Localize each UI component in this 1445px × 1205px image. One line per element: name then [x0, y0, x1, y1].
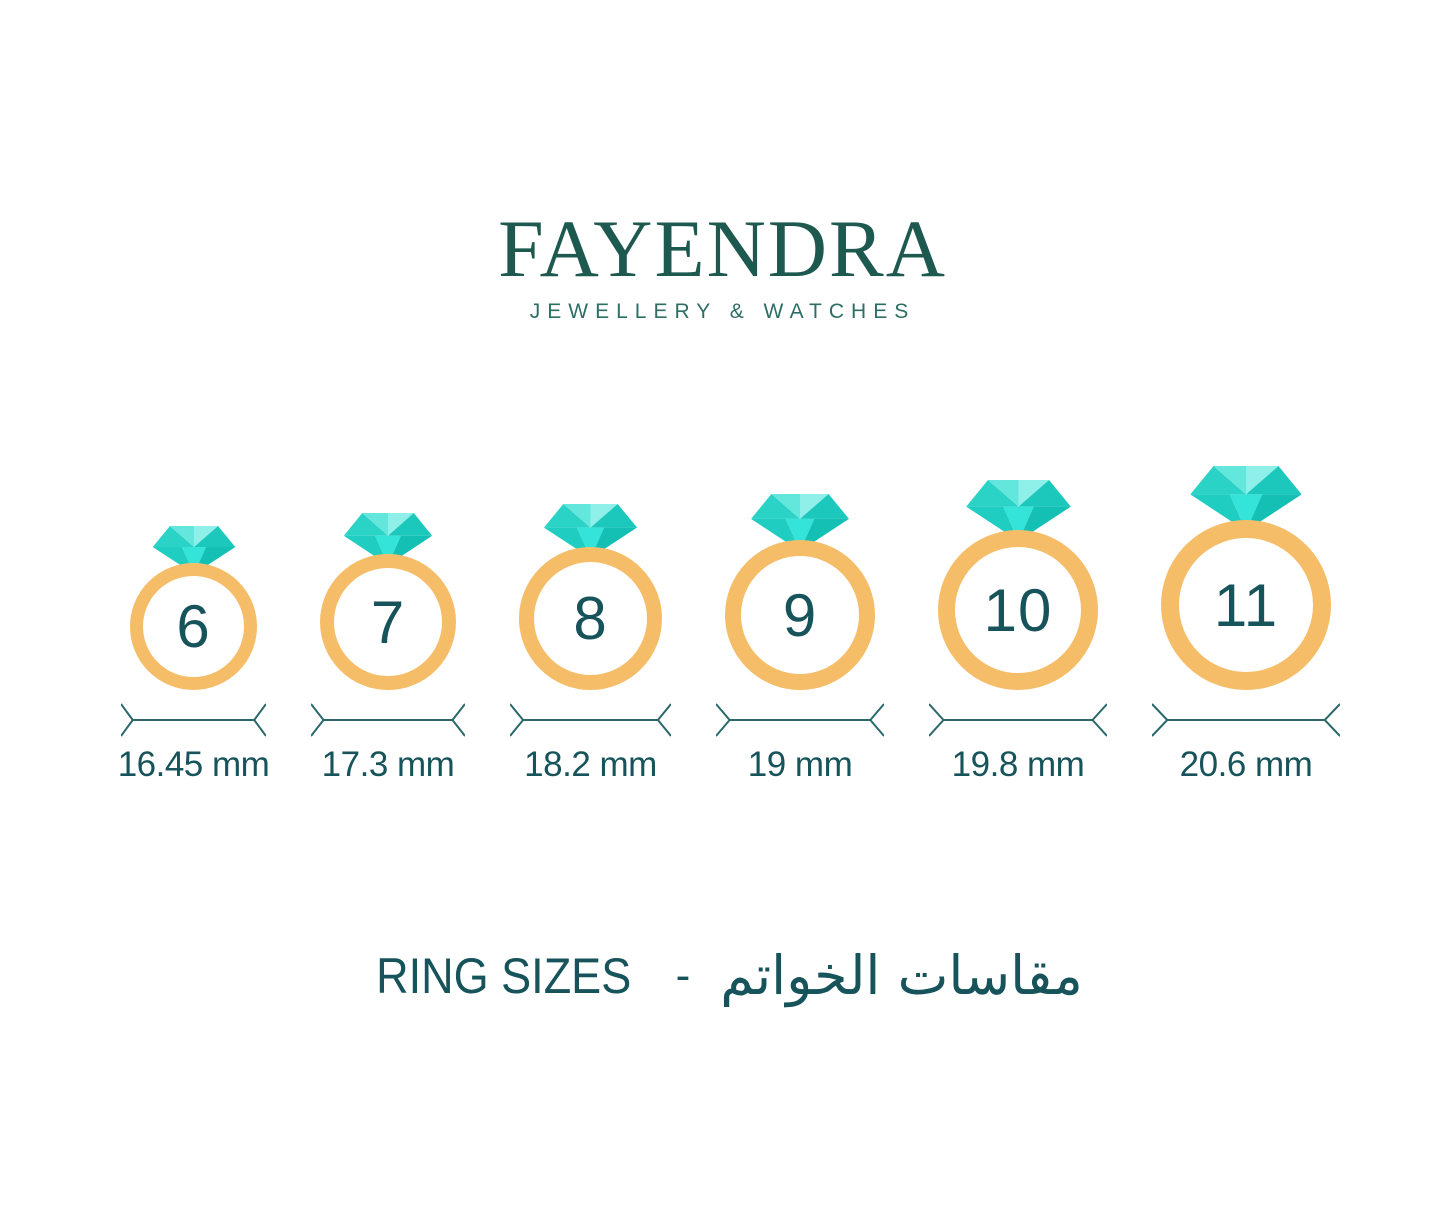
brand-tagline: JEWELLERY & WATCHES [529, 300, 916, 323]
ring-figure: 8 18.2 mm [506, 504, 675, 786]
page-title: RING SIZES - مقاسات الخواتم [0, 944, 1445, 1007]
ring-band: 10 [938, 530, 1098, 690]
diameter-label: 17.3 mm [321, 745, 455, 784]
diameter-label: 18.2 mm [524, 745, 657, 784]
ring-size-number: 9 [782, 581, 818, 649]
diameter-measure-line [311, 702, 465, 738]
ring-band: 6 [130, 563, 257, 690]
ring-figure: 9 19 mm [712, 494, 888, 786]
diameter-measure-line [1152, 702, 1340, 738]
ring-size-chart: 6 16.45 mm 7 17.3 mm [8, 466, 1445, 786]
ring-size-number: 7 [370, 588, 406, 656]
diameter-measure-line [510, 702, 671, 738]
diameter-label: 16.45 mm [117, 745, 270, 784]
page-title-english: RING SIZES [376, 947, 632, 1004]
ring-band: 11 [1161, 520, 1331, 690]
diameter-label: 19.8 mm [951, 745, 1085, 784]
ring-band: 7 [320, 554, 456, 690]
ring-figure: 6 16.45 mm [117, 526, 270, 786]
ring-band: 9 [725, 540, 875, 690]
diameter-measure-line [929, 702, 1107, 738]
ring-figure: 11 20.6 mm [1148, 466, 1344, 786]
ring-figure: 10 19.8 mm [925, 480, 1111, 786]
diamond-gem-icon [152, 526, 235, 574]
diamond-gem-icon [751, 494, 849, 551]
diameter-measure-line [716, 702, 884, 738]
diameter-measure-line [121, 702, 266, 738]
brand-logo: FAYENDRA JEWELLERY & WATCHES [0, 208, 1445, 324]
diameter-label: 19 mm [747, 745, 853, 784]
page-title-separator: - [675, 950, 691, 1000]
diameter-label: 20.6 mm [1179, 745, 1313, 784]
ring-size-number: 10 [983, 576, 1053, 644]
ring-size-number: 8 [573, 585, 608, 652]
brand-name: FAYENDRA [498, 203, 947, 294]
diamond-gem-icon [543, 504, 638, 558]
ring-size-number: 6 [176, 593, 211, 660]
diamond-gem-icon [1190, 466, 1302, 531]
ring-size-number: 11 [1213, 571, 1279, 639]
page-title-arabic: مقاسات الخواتم [720, 944, 1083, 1007]
diamond-gem-icon [343, 513, 433, 565]
ring-figure: 7 17.3 mm [307, 513, 469, 786]
ring-band: 8 [519, 547, 662, 690]
